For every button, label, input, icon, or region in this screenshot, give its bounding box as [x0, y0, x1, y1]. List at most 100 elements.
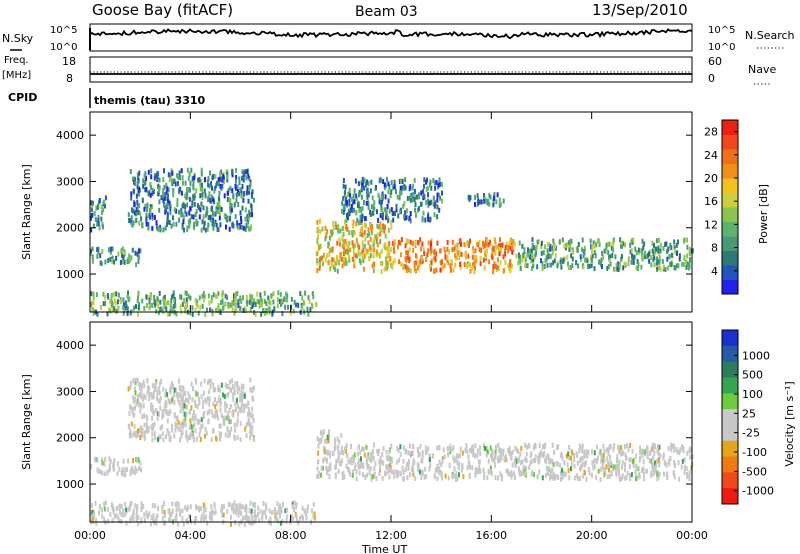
cpid-label: CPID — [8, 91, 37, 104]
power-cell — [344, 248, 347, 254]
power-cell — [408, 267, 410, 273]
power-cell — [349, 207, 352, 213]
power-cell — [117, 292, 120, 298]
power-cell — [318, 218, 321, 224]
power-cell — [371, 204, 374, 210]
power-cell — [297, 302, 300, 308]
velocity-cell — [680, 443, 683, 449]
velocity-cell — [579, 476, 582, 481]
power-cell — [399, 185, 402, 191]
velocity-cell — [478, 464, 481, 470]
velocity-cell — [161, 431, 164, 437]
power-cell — [683, 256, 686, 261]
power-cell — [302, 299, 305, 305]
power-cell — [215, 222, 218, 228]
velocity-colorbar-label: Velocity [m s⁻¹] — [783, 381, 796, 466]
power-cell — [385, 266, 388, 272]
velocity-cell — [103, 461, 106, 467]
power-cell — [381, 207, 384, 213]
power-cell — [109, 308, 112, 314]
power-cell — [476, 193, 479, 199]
velocity-cell — [227, 433, 230, 439]
power-cell — [247, 216, 250, 222]
velocity-cell — [361, 472, 364, 477]
velocity-cell — [407, 466, 410, 471]
power-cell — [208, 191, 211, 197]
power-cell — [168, 177, 171, 183]
power-cell — [259, 292, 262, 298]
velocity-cell — [179, 509, 182, 515]
power-cell — [598, 259, 601, 265]
power-cell — [393, 249, 396, 254]
velocity-cell — [352, 457, 355, 463]
power-cell — [207, 215, 210, 221]
power-cell — [128, 253, 131, 259]
power-cell — [484, 242, 487, 248]
power-cell — [150, 168, 153, 174]
power-cell — [100, 216, 103, 222]
power-cell — [422, 193, 425, 199]
power-cell — [430, 260, 433, 266]
power-cell — [218, 201, 221, 207]
velocity-cell — [155, 520, 158, 526]
power-cell — [122, 254, 125, 260]
power-cell — [390, 224, 393, 230]
velocity-cell — [239, 421, 242, 427]
velocity-cell — [360, 456, 362, 462]
velocity-cell — [136, 398, 139, 404]
velocity-cell — [508, 450, 511, 456]
velocity-cell — [402, 458, 405, 464]
velocity-cell — [471, 449, 473, 454]
power-cell — [598, 242, 601, 248]
power-cell — [250, 301, 253, 307]
power-cell — [511, 249, 514, 255]
power-cell — [546, 262, 549, 268]
power-cell — [590, 244, 593, 250]
velocity-cell — [145, 510, 148, 516]
velocity-cell — [210, 515, 213, 521]
power-cell — [126, 293, 129, 299]
velocity-cell — [279, 520, 282, 526]
power-cell — [212, 292, 215, 298]
power-cell — [391, 211, 394, 217]
velocity-cell — [130, 500, 133, 506]
velocity-cell — [170, 511, 173, 517]
velocity-cell — [636, 475, 639, 481]
velocity-cell — [466, 448, 469, 454]
power-cell — [342, 239, 345, 245]
power-cell — [141, 298, 144, 304]
velocity-colorbar-tick-label: 500 — [742, 369, 763, 382]
velocity-cell — [355, 469, 358, 475]
power-cell — [188, 186, 191, 192]
velocity-cell — [189, 432, 192, 438]
power-cell — [160, 195, 163, 201]
power-cell — [221, 299, 224, 305]
power-cell — [415, 194, 418, 200]
velocity-cell — [556, 461, 559, 467]
power-cell — [453, 246, 456, 252]
power-cell — [217, 181, 220, 187]
velocity-colorbar-tick-label: -1000 — [742, 485, 774, 498]
power-cell — [597, 238, 600, 244]
power-cell — [319, 243, 322, 249]
power-cell — [237, 225, 240, 231]
power-cell — [507, 263, 510, 269]
power-cell — [111, 306, 114, 312]
power-cell — [509, 268, 512, 274]
power-cell — [200, 171, 203, 177]
velocity-cell — [180, 397, 183, 403]
power-cell — [426, 198, 429, 204]
power-cell — [166, 215, 169, 221]
velocity-cell — [511, 462, 514, 468]
power-colorbar-segment — [722, 178, 738, 193]
power-cell — [540, 240, 543, 246]
power-cell — [352, 243, 355, 249]
power-cell — [361, 213, 364, 219]
power-cell — [318, 245, 321, 251]
power-cell — [593, 243, 596, 249]
velocity-cell — [182, 391, 185, 397]
power-cell — [352, 219, 355, 225]
velocity-cell — [202, 502, 205, 508]
power-cell — [378, 199, 381, 205]
